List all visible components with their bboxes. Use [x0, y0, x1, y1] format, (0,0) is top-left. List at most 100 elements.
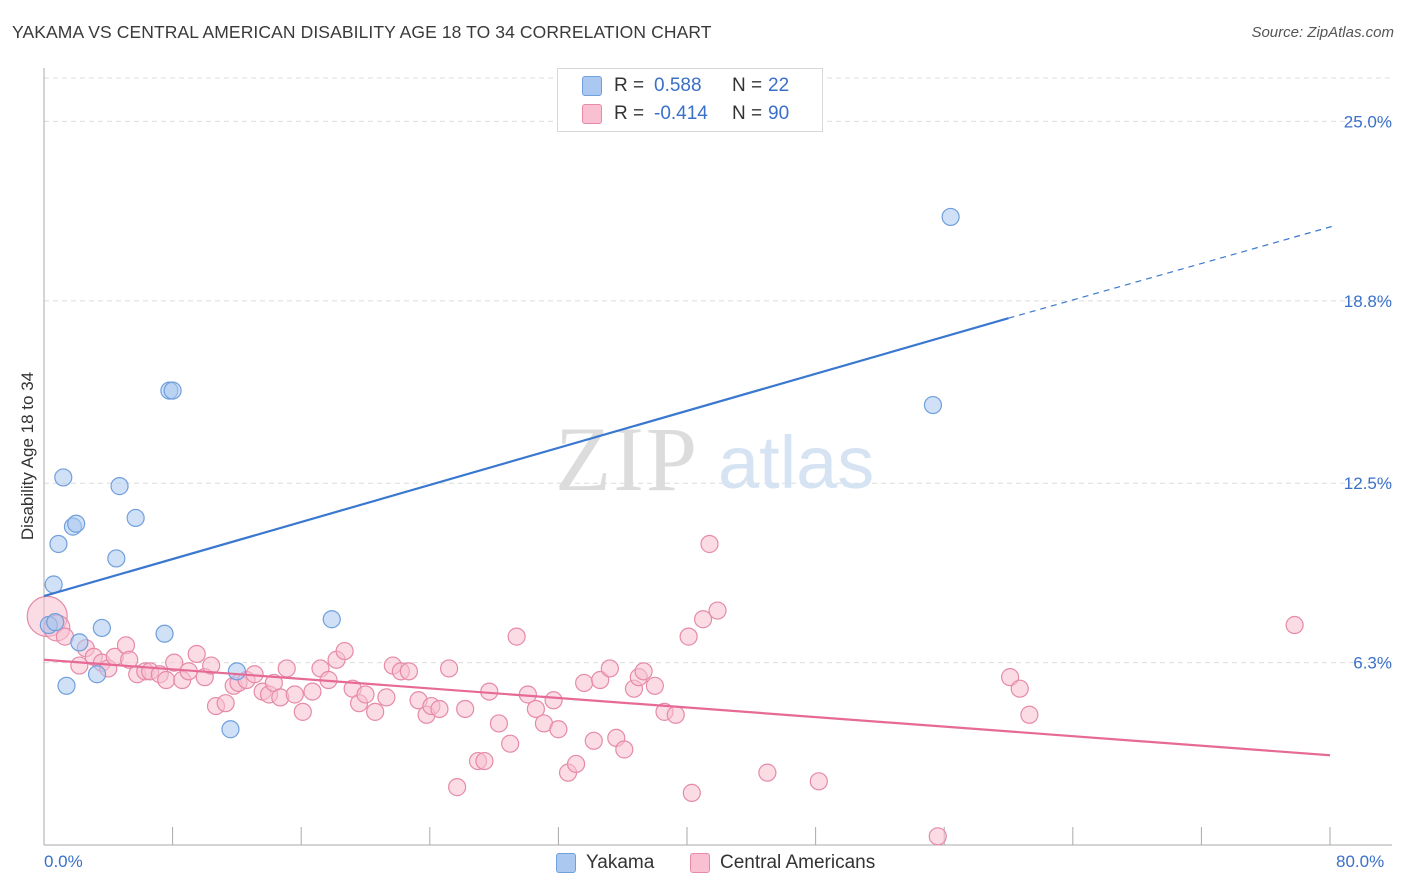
r-label: R =	[614, 103, 645, 124]
central-americans-point	[489, 714, 509, 733]
central-americans-point	[634, 662, 653, 681]
trend-lines	[43, 225, 1335, 757]
central-americans-point	[293, 702, 312, 721]
yakama-point	[227, 662, 246, 681]
central-americans-point	[366, 702, 385, 721]
r-label: R =	[614, 75, 645, 96]
central-americans-point	[430, 699, 449, 719]
yakama-point	[57, 676, 76, 695]
yakama-point	[163, 381, 182, 400]
central-americans-point	[377, 688, 396, 707]
central-americans-point	[448, 778, 467, 797]
central-americans-point	[303, 682, 322, 701]
n-label: N =	[732, 75, 763, 96]
central-americans-point	[216, 694, 235, 713]
central-americans-point	[202, 656, 221, 675]
yakama-point	[941, 207, 960, 227]
y-tick-label: 18.8%	[1344, 292, 1392, 311]
legend-row-yakama: R = 0.588 N = 22	[582, 73, 789, 99]
watermark-zip: ZIP	[555, 408, 699, 510]
central-americans-point	[708, 601, 727, 620]
x-tick-label-max: 80.0%	[1336, 852, 1385, 871]
central-americans-point	[501, 734, 520, 753]
y-tick-label: 25.0%	[1344, 112, 1392, 131]
central-americans-point	[356, 685, 375, 704]
central-americans-point	[120, 650, 139, 669]
axes	[43, 68, 1392, 846]
stats-legend: R = 0.588 N = 22 R = -0.414 N = 90	[557, 68, 823, 132]
y-axis-label: Disability Age 18 to 34	[18, 372, 37, 540]
central-americans-point	[645, 676, 664, 695]
central-americans-point	[693, 610, 713, 629]
yakama-point	[322, 610, 341, 629]
series-legend: Yakama Central Americans	[0, 852, 1406, 878]
legend-label: Yakama	[586, 852, 655, 873]
central-americans-point	[566, 754, 586, 774]
central-americans-point	[809, 772, 828, 791]
grid-lines	[44, 77, 1392, 664]
central-americans-point	[575, 673, 594, 693]
yakama-point	[923, 395, 943, 415]
central-americans-point	[584, 731, 603, 750]
central-americans-point	[1020, 705, 1039, 724]
yakama-point	[46, 613, 65, 632]
central-americans-point	[285, 685, 304, 704]
n-value: 90	[768, 103, 790, 124]
central-americans-point	[600, 659, 619, 678]
central-americans-point	[666, 705, 685, 724]
central-americans-point	[928, 827, 947, 846]
central-americans-point	[475, 751, 494, 771]
central-americans-point	[507, 627, 526, 646]
central-americans-point	[544, 691, 563, 710]
yakama-point	[107, 549, 126, 568]
yakama-point	[110, 477, 129, 496]
yakama-point	[87, 665, 107, 684]
central-americans-point	[549, 720, 568, 739]
central-americans-trend-line	[43, 658, 1331, 757]
central-americans-point	[615, 740, 634, 759]
central-americans-point	[187, 644, 206, 664]
legend-label: Central Americans	[720, 852, 876, 873]
central-americans-point	[682, 783, 701, 803]
central-americans-point	[1285, 615, 1304, 635]
central-americans-point	[157, 670, 176, 690]
yakama-point	[54, 468, 73, 487]
yakama-trend-line	[43, 317, 1009, 598]
yakama-point	[70, 633, 89, 652]
central-americans-point	[277, 659, 296, 678]
legend-row-central-americans: R = -0.414 N = 90	[582, 101, 789, 127]
central-americans-point	[439, 659, 459, 678]
watermark: ZIP atlas	[555, 408, 874, 510]
n-value: 22	[768, 75, 790, 96]
source-label: Source: ZipAtlas.com	[1251, 24, 1394, 41]
central-americans-point	[679, 627, 698, 646]
legend-item-yakama[interactable]: Yakama	[556, 852, 654, 874]
central-americans-point	[335, 641, 354, 661]
central-americans-point	[526, 699, 545, 719]
yakama-point	[67, 514, 86, 533]
r-value: 0.588	[654, 75, 702, 96]
r-value: -0.414	[654, 103, 708, 124]
yakama-points	[39, 207, 960, 739]
yakama-trend-line-extension	[1008, 225, 1335, 319]
central-americans-point	[1010, 679, 1029, 698]
yakama-point	[49, 534, 68, 554]
yakama-swatch	[582, 76, 602, 96]
yakama-point	[92, 618, 111, 638]
central-americans-points	[26, 534, 1304, 846]
yakama-swatch	[556, 853, 576, 873]
watermark-atlas: atlas	[718, 421, 874, 504]
chart-title: YAKAMA VS CENTRAL AMERICAN DISABILITY AG…	[12, 22, 712, 42]
central-americans-point	[456, 699, 475, 719]
central-americans-point	[758, 763, 777, 782]
central-americans-point	[700, 534, 719, 554]
yakama-point	[221, 720, 240, 739]
yakama-point	[126, 508, 145, 528]
central-americans-swatch	[690, 853, 710, 873]
central-americans-point	[165, 653, 184, 672]
legend-item-central-americans[interactable]: Central Americans	[690, 852, 875, 874]
central-americans-point	[399, 662, 419, 681]
n-label: N =	[732, 103, 763, 124]
yakama-point	[155, 624, 174, 643]
